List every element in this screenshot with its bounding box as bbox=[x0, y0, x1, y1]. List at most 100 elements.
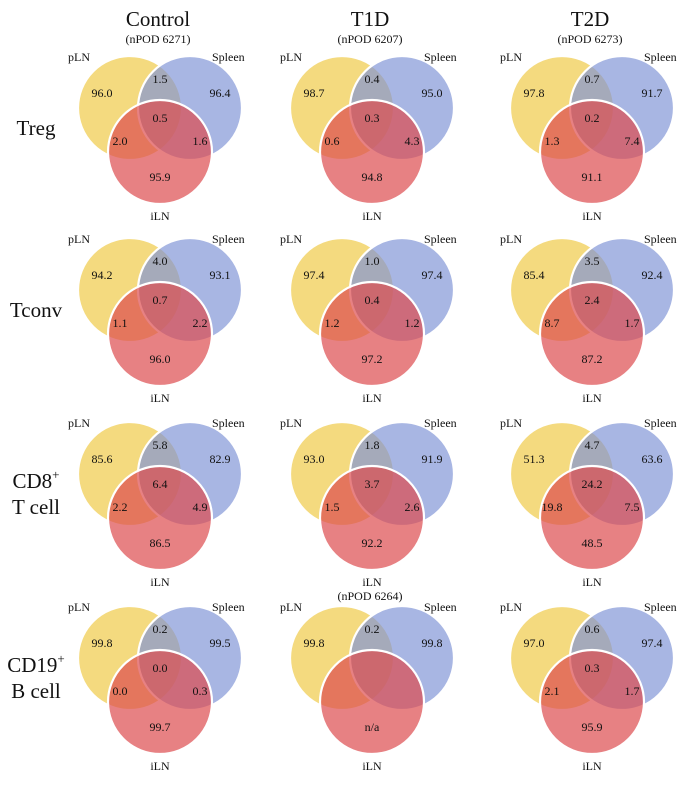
value-spleen-only: 95.0 bbox=[422, 86, 443, 100]
value-pln-spleen: 0.7 bbox=[585, 72, 600, 86]
value-pln-spleen: 1.8 bbox=[365, 438, 380, 452]
value-pln-iln: 2.1 bbox=[545, 684, 560, 698]
value-pln-only: 97.4 bbox=[304, 268, 325, 282]
value-pln-only: 97.0 bbox=[524, 636, 545, 650]
value-all: 0.2 bbox=[585, 111, 600, 125]
value-iln-only: 92.2 bbox=[362, 536, 383, 550]
set-label-pln: pLN bbox=[500, 232, 522, 246]
value-pln-iln: 8.7 bbox=[545, 316, 560, 330]
circle-iln bbox=[106, 648, 214, 756]
value-iln-only: 99.7 bbox=[150, 720, 171, 734]
value-iln-only: 91.1 bbox=[582, 170, 603, 184]
set-label-iln: iLN bbox=[582, 759, 602, 773]
value-pln-only: 85.6 bbox=[92, 452, 113, 466]
value-all: 6.4 bbox=[153, 477, 168, 491]
value-spleen-only: 93.1 bbox=[210, 268, 231, 282]
value-all: 24.2 bbox=[582, 477, 603, 491]
value-all: 0.3 bbox=[585, 661, 600, 675]
row-label-1: Tconv bbox=[10, 298, 63, 322]
value-spleen-iln: 1.7 bbox=[625, 684, 640, 698]
column-subtitle-1: (nPOD 6207) bbox=[338, 32, 403, 46]
value-pln-iln: 2.2 bbox=[113, 500, 128, 514]
circle-iln bbox=[318, 464, 426, 572]
venn-diagram-r0-c1: pLN Spleen iLN 98.7 95.0 94.8 0.4 0.6 4.3 0.3 bbox=[280, 50, 457, 223]
venn-diagram-r1-c2: pLN Spleen iLN 85.4 92.4 87.2 3.5 8.7 1.7 2.4 bbox=[500, 232, 677, 405]
value-iln-only: 86.5 bbox=[150, 536, 171, 550]
row-label-line2-3: B cell bbox=[11, 679, 61, 703]
value-iln-only: 97.2 bbox=[362, 352, 383, 366]
value-pln-iln: 1.5 bbox=[325, 500, 340, 514]
set-label-iln: iLN bbox=[150, 209, 170, 223]
set-label-spleen: Spleen bbox=[644, 600, 677, 614]
venn-diagram-r3-c1: pLN Spleen iLN 99.8 99.8 n/a 0.2 bbox=[280, 600, 457, 773]
value-all: 0.7 bbox=[153, 293, 168, 307]
value-spleen-iln: 0.3 bbox=[193, 684, 208, 698]
value-pln-only: 51.3 bbox=[524, 452, 545, 466]
set-label-spleen: Spleen bbox=[644, 416, 677, 430]
value-pln-spleen: 1.0 bbox=[365, 254, 380, 268]
value-spleen-iln: 1.7 bbox=[625, 316, 640, 330]
set-label-spleen: Spleen bbox=[212, 600, 245, 614]
row-note-3: (nPOD 6264) bbox=[338, 589, 403, 603]
set-label-spleen: Spleen bbox=[424, 600, 457, 614]
set-label-pln: pLN bbox=[280, 600, 302, 614]
column-subtitle-2: (nPOD 6273) bbox=[558, 32, 623, 46]
value-pln-iln: 1.3 bbox=[545, 134, 560, 148]
value-iln-only: 94.8 bbox=[362, 170, 383, 184]
row-label-line2-2: T cell bbox=[12, 495, 60, 519]
value-spleen-iln: 1.2 bbox=[405, 316, 420, 330]
value-iln-only: 48.5 bbox=[582, 536, 603, 550]
circle-iln bbox=[318, 280, 426, 388]
value-pln-only: 99.8 bbox=[92, 636, 113, 650]
set-label-pln: pLN bbox=[280, 232, 302, 246]
value-iln-only: 96.0 bbox=[150, 352, 171, 366]
value-spleen-only: 96.4 bbox=[210, 86, 231, 100]
set-label-iln: iLN bbox=[582, 209, 602, 223]
value-pln-iln: 2.0 bbox=[113, 134, 128, 148]
value-pln-spleen: 5.8 bbox=[153, 438, 168, 452]
value-pln-spleen: 0.4 bbox=[365, 72, 380, 86]
value-pln-iln: 0.6 bbox=[325, 134, 340, 148]
value-pln-iln: 1.2 bbox=[325, 316, 340, 330]
value-all: 0.4 bbox=[365, 293, 380, 307]
value-pln-iln: 0.0 bbox=[113, 684, 128, 698]
value-pln-spleen: 0.2 bbox=[365, 622, 380, 636]
set-label-iln: iLN bbox=[150, 759, 170, 773]
venn-diagram-r0-c2: pLN Spleen iLN 97.8 91.7 91.1 0.7 1.3 7.4 0.2 bbox=[500, 50, 677, 223]
set-label-spleen: Spleen bbox=[212, 232, 245, 246]
value-pln-spleen: 0.2 bbox=[153, 622, 168, 636]
value-pln-iln: 1.1 bbox=[113, 316, 128, 330]
set-label-spleen: Spleen bbox=[212, 50, 245, 64]
venn-diagram-r1-c0: pLN Spleen iLN 94.2 93.1 96.0 4.0 1.1 2.2 0.7 bbox=[68, 232, 245, 405]
value-spleen-only: 91.9 bbox=[422, 452, 443, 466]
circle-iln bbox=[538, 464, 646, 572]
value-pln-only: 93.0 bbox=[304, 452, 325, 466]
value-all: 0.5 bbox=[153, 111, 168, 125]
set-label-pln: pLN bbox=[68, 50, 90, 64]
value-spleen-only: 99.5 bbox=[210, 636, 231, 650]
value-pln-only: 96.0 bbox=[92, 86, 113, 100]
set-label-pln: pLN bbox=[68, 416, 90, 430]
circle-iln bbox=[106, 98, 214, 206]
value-spleen-only: 97.4 bbox=[422, 268, 443, 282]
set-label-iln: iLN bbox=[362, 575, 382, 589]
value-spleen-only: 63.6 bbox=[642, 452, 663, 466]
value-pln-only: 85.4 bbox=[524, 268, 545, 282]
value-pln-iln: 19.8 bbox=[542, 500, 563, 514]
set-label-spleen: Spleen bbox=[212, 416, 245, 430]
venn-diagram-r2-c2: pLN Spleen iLN 51.3 63.6 48.5 4.7 19.8 7.5 24.2 bbox=[500, 416, 677, 589]
value-all: 2.4 bbox=[585, 293, 600, 307]
value-spleen-only: 91.7 bbox=[642, 86, 663, 100]
set-label-pln: pLN bbox=[68, 600, 90, 614]
value-spleen-iln: 2.6 bbox=[405, 500, 420, 514]
value-all: 0.0 bbox=[153, 661, 168, 675]
venn-diagram-r2-c0: pLN Spleen iLN 85.6 82.9 86.5 5.8 2.2 4.9 6.4 bbox=[68, 416, 245, 589]
value-spleen-iln: 4.9 bbox=[193, 500, 208, 514]
set-label-pln: pLN bbox=[500, 600, 522, 614]
value-all: 3.7 bbox=[365, 477, 380, 491]
circle-iln bbox=[538, 98, 646, 206]
set-label-pln: pLN bbox=[68, 232, 90, 246]
set-label-iln: iLN bbox=[582, 575, 602, 589]
set-label-iln: iLN bbox=[150, 391, 170, 405]
